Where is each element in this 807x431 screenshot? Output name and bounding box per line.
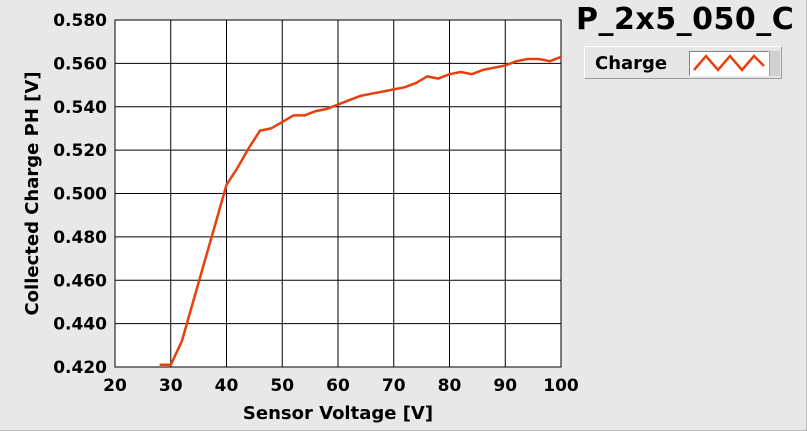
x-tick-label: 100 — [543, 376, 579, 396]
x-tick-label: 70 — [382, 376, 406, 396]
x-tick-label: 40 — [215, 376, 239, 396]
chart-title: P_2x5_050_C — [576, 2, 795, 37]
y-tick-label: 0.480 — [53, 228, 107, 248]
plot-border — [114, 19, 562, 368]
x-axis-title: Sensor Voltage [V] — [243, 403, 433, 424]
y-tick-label: 0.500 — [53, 185, 107, 205]
y-tick-label: 0.560 — [53, 54, 107, 74]
legend[interactable]: Charge — [584, 46, 782, 79]
y-tick-label: 0.580 — [53, 11, 107, 31]
x-tick-label: 50 — [270, 376, 294, 396]
x-tick-label: 20 — [103, 376, 127, 396]
series-layer — [159, 55, 562, 367]
y-tick-label: 0.440 — [53, 315, 107, 335]
y-tick-label: 0.420 — [53, 358, 107, 378]
y-tick-label: 0.520 — [53, 141, 107, 161]
legend-line-swatch — [689, 51, 769, 76]
y-axis-ticks: 0.420 0.440 0.460 0.480 0.500 0.520 0.540 0.560… — [53, 11, 107, 378]
legend-scrollbar[interactable] — [769, 51, 780, 76]
y-tick-label: 0.460 — [53, 271, 107, 291]
x-tick-label: 90 — [493, 376, 517, 396]
y-tick-label: 0.540 — [53, 98, 107, 118]
legend-label: Charge — [595, 53, 668, 74]
zigzag-line-icon — [693, 54, 765, 72]
y-axis-title: Collected Charge PH [V] — [22, 71, 43, 315]
series-line-charge — [159, 55, 562, 367]
x-axis-ticks: 20 30 40 50 60 70 80 90 100 — [103, 376, 579, 396]
x-tick-label: 60 — [326, 376, 350, 396]
x-tick-label: 30 — [159, 376, 183, 396]
x-tick-label: 80 — [438, 376, 462, 396]
